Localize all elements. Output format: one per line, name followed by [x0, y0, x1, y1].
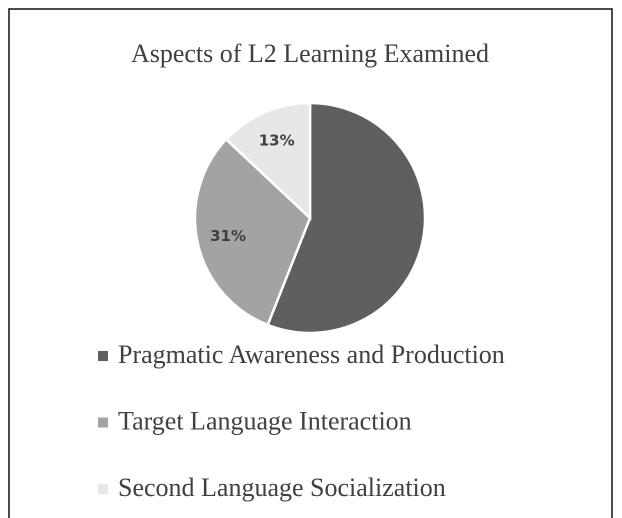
legend-label: Second Language Socialization	[118, 473, 446, 502]
legend-swatch	[98, 484, 108, 494]
data-label: 31%	[210, 227, 246, 245]
frame	[8, 8, 613, 518]
pie-slice	[266, 101, 427, 335]
legend-swatch	[98, 351, 108, 361]
pie-slice	[193, 137, 312, 327]
data-label: 13%	[259, 131, 295, 149]
legend-label: Target Language Interaction	[118, 406, 412, 435]
legend-swatch	[98, 417, 108, 428]
pie-slice	[224, 101, 312, 221]
legend-label: Pragmatic Awareness and Production	[118, 340, 505, 369]
chart-title: Aspects of L2 Learning Examined	[131, 39, 489, 68]
